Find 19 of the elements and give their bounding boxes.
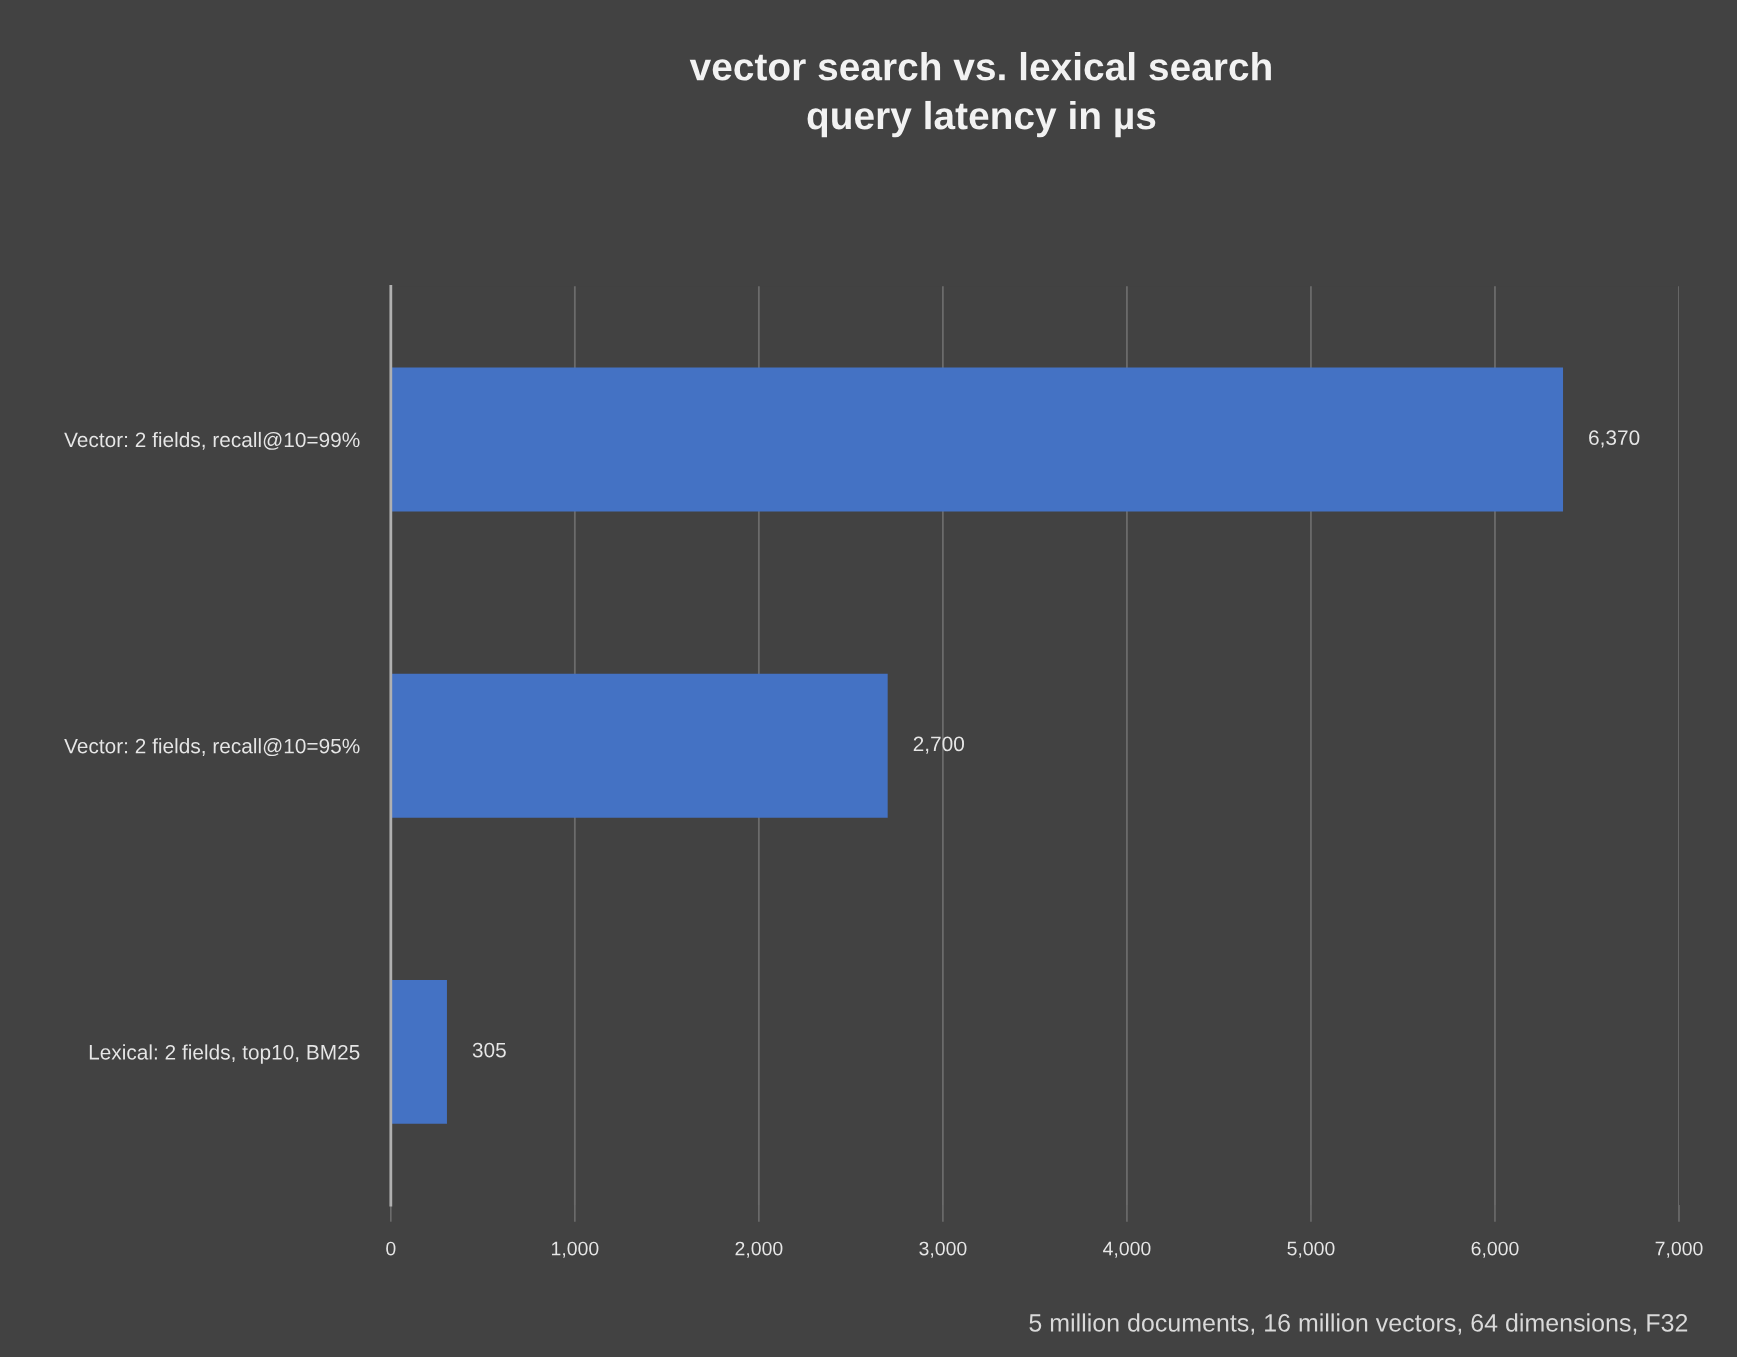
x-tick-label: 6,000 bbox=[1471, 1241, 1519, 1258]
x-tick-label: 7,000 bbox=[1655, 1241, 1703, 1258]
bar bbox=[390, 673, 888, 818]
y-tick-label: Vector: 2 fields, recall@10=95% bbox=[64, 738, 360, 757]
data-label: 2,700 bbox=[913, 736, 965, 754]
data-label: 6,370 bbox=[1589, 430, 1640, 448]
bar bbox=[390, 979, 447, 1124]
chart-title: vector search vs. lexical search query latency in µs bbox=[689, 52, 1271, 138]
x-tick-label: 4,000 bbox=[1103, 1241, 1151, 1258]
y-tick-label: Lexical: 2 fields, top10, BM25 bbox=[89, 1044, 360, 1064]
x-tick-label: 3,000 bbox=[919, 1241, 967, 1258]
x-tick-label: 2,000 bbox=[735, 1241, 783, 1258]
data-label: 305 bbox=[472, 1042, 506, 1058]
bar bbox=[390, 367, 1564, 512]
x-tick-label: 1,000 bbox=[552, 1241, 599, 1258]
x-tick-label: 0 bbox=[386, 1241, 396, 1256]
text: 5 million documents, 16 million vectors, 64 dimensions, F32 bbox=[1029, 1313, 1688, 1335]
y-tick-label: Vector: 2 fields, recall@10=99% bbox=[64, 431, 360, 450]
x-tick-label: 5,000 bbox=[1287, 1241, 1335, 1258]
